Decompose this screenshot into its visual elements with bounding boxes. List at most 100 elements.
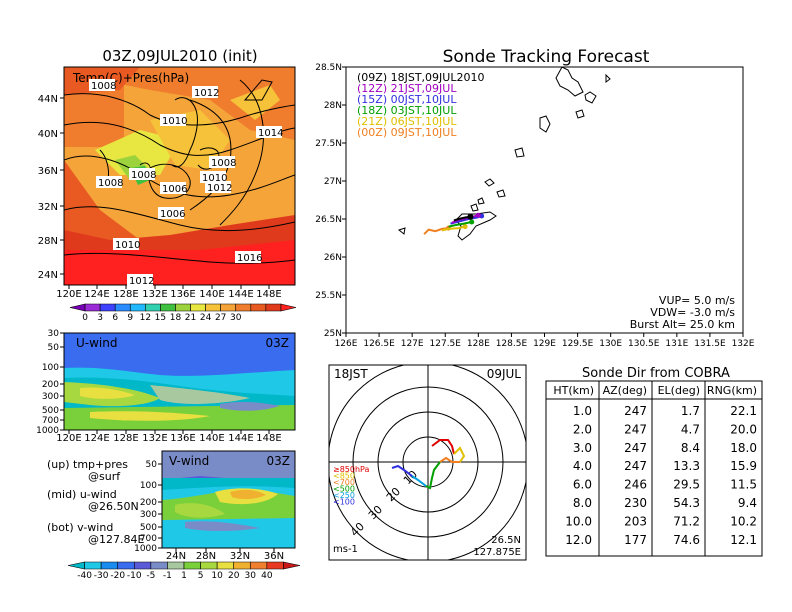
x-tick-label: 128.5E: [496, 339, 528, 349]
table-cell: 203: [624, 514, 647, 528]
isobar-label: 1006: [162, 184, 187, 195]
table-cell: 8.0: [573, 496, 592, 510]
colorbar-label: 6: [112, 313, 118, 323]
y-tick-label: 27N: [324, 177, 342, 187]
table-cell: 230: [624, 496, 647, 510]
x-tick-label: 129E: [533, 339, 556, 349]
colorbar-swatch: [220, 303, 237, 312]
colorbar-swatch: [129, 303, 146, 312]
sonde-table: Sonde Dir from COBRA HT(km) AZ(deg) EL(deg…: [545, 366, 763, 557]
legend-entry: (18Z) 03JST,10JUL: [357, 104, 457, 117]
x-tick-label: 120E: [56, 289, 81, 300]
table-cell: 6.0: [573, 478, 592, 492]
x-tick-label: 132E: [142, 433, 167, 444]
table-cell: 247: [624, 441, 647, 455]
table-cell: 10.0: [565, 514, 592, 528]
colorbar-label: 24: [200, 313, 212, 323]
track-line: [423, 227, 449, 235]
colorbar-label: 18: [170, 313, 182, 323]
x-tick-label: 120E: [56, 433, 81, 444]
table-cell: 8.4: [681, 441, 700, 455]
legend-entry: (15Z) 00JST,10JUL: [357, 93, 457, 106]
colorbar-swatch: [133, 561, 152, 570]
track-endpoint: [462, 224, 468, 230]
polar-units: ms-1: [333, 544, 358, 555]
colorbar-label: -10: [127, 571, 142, 581]
y-tick-label: 1000: [36, 426, 59, 436]
colorbar-swatch: [145, 303, 161, 312]
range-rings: [329, 365, 526, 560]
colorbar-label: 15: [155, 313, 166, 323]
note-line: (bot) v-wind: [47, 521, 113, 534]
table-header: RNG(km): [707, 384, 757, 397]
colorbar-swatch: [233, 561, 251, 570]
y-tick-label: 26.5N: [315, 215, 342, 225]
table-cell: 18.0: [730, 441, 757, 455]
x-tick-label: 131E: [665, 339, 688, 349]
colorbar-label: 12: [140, 313, 151, 323]
x-tick-label: 131.5E: [694, 339, 726, 349]
colorbar-swatch: [84, 561, 102, 570]
colorbar-swatch: [69, 303, 86, 312]
level-entry: <250: [333, 491, 355, 500]
x-tick-label: 126.5E: [363, 339, 395, 349]
x-tick-label: 130E: [599, 339, 622, 349]
x-tick-label: 148E: [256, 433, 281, 444]
x-tick-label: 36N: [264, 551, 284, 562]
level-entry: <700: [333, 478, 355, 487]
u-wind-x-axis: 120E 124E 128E 132E 136E 140E 144E 148E: [56, 430, 282, 444]
wind-colorbar: -40 -30 -20 -10 -5 -1 1 5 10 20 30 40: [67, 561, 301, 581]
level-entry: ≥850hPa: [333, 465, 370, 474]
track-line: [448, 221, 472, 228]
colorbar-swatch: [216, 561, 235, 570]
colorbar-swatch: [160, 303, 176, 312]
launch-site-marker: [467, 213, 474, 220]
isobar-label: 1008: [131, 170, 156, 181]
table-cell: 71.2: [673, 514, 700, 528]
panel-notes: (up) tmp+pres@surf (mid) u-wind@26.50N (bo…: [47, 458, 144, 546]
polar-panel: 10 20 30 40 18JST 09JUL ≥850hPa<850<700<…: [328, 364, 527, 561]
y-tick-label: 28N: [38, 236, 58, 247]
table-cell: 1.7: [681, 404, 700, 418]
colorbar-label: 0: [82, 313, 88, 323]
track-panel-title: Sonde Tracking Forecast: [443, 47, 650, 67]
x-tick-label: 132E: [142, 289, 167, 300]
y-tick-label: 28N: [324, 101, 342, 111]
colorbar-swatch: [265, 303, 282, 312]
colorbar-label: 1: [181, 571, 187, 581]
x-tick-label: 148E: [256, 289, 281, 300]
x-tick-label: 28N: [196, 551, 216, 562]
table-cell: 29.5: [673, 478, 700, 492]
colorbar-swatch: [280, 303, 297, 312]
table-header: AZ(deg): [603, 384, 647, 397]
isobar-label: 1012: [194, 88, 219, 99]
x-tick-label: 24N: [166, 551, 186, 562]
y-tick-label: 700: [140, 534, 157, 544]
y-tick-label: 50: [146, 460, 158, 470]
x-tick-label: 126E: [335, 339, 358, 349]
isobar-label: 1010: [162, 116, 187, 127]
colorbar-label: 20: [228, 571, 240, 581]
temp-panel-title: 03Z,09JUL2010 (init): [102, 47, 257, 65]
x-tick-label: 127E: [401, 339, 424, 349]
colorbar-swatch: [175, 303, 191, 312]
colorbar-swatch: [67, 561, 85, 570]
table-cell: 20.0: [730, 422, 757, 436]
colorbar-swatch: [99, 303, 116, 312]
param-vdw: VDW= -3.0 m/s: [650, 306, 735, 319]
param-burst: Burst Alt= 25.0 km: [630, 318, 735, 331]
colorbar-swatch: [205, 303, 221, 312]
table-cell: 13.3: [673, 459, 700, 473]
isobar-label: 1006: [160, 209, 185, 220]
param-vup: VUP= 5.0 m/s: [659, 294, 735, 307]
table-cell: 12.1: [730, 533, 757, 547]
x-tick-label: 130.5E: [628, 339, 660, 349]
y-tick-label: 25.5N: [315, 291, 342, 301]
note-line: @surf: [88, 470, 121, 483]
polar-lat: 26.5N: [491, 535, 521, 546]
note-line: @127.84E: [88, 533, 144, 546]
table-cell: 22.1: [730, 404, 757, 418]
colorbar-swatch: [167, 561, 185, 570]
x-tick-label: 140E: [199, 433, 224, 444]
